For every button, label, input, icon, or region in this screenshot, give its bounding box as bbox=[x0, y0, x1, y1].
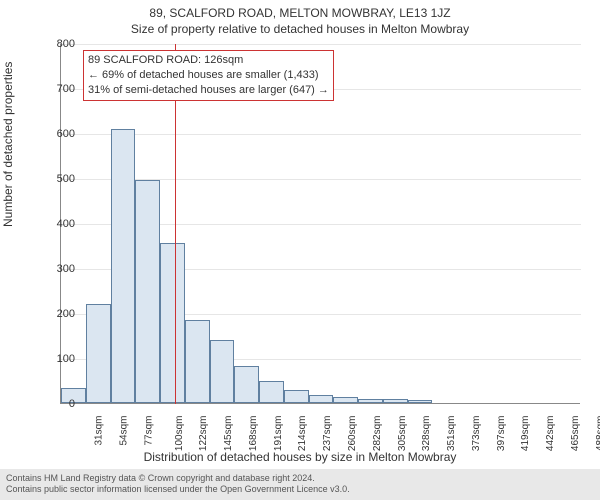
title-sub: Size of property relative to detached ho… bbox=[0, 20, 600, 36]
ytick-label: 0 bbox=[35, 398, 75, 410]
bar bbox=[383, 399, 408, 404]
bar bbox=[135, 180, 160, 403]
ytick-label: 800 bbox=[35, 38, 75, 50]
bar bbox=[185, 320, 210, 403]
gridline bbox=[61, 44, 581, 45]
xtick-label: 397sqm bbox=[496, 416, 507, 452]
xtick-label: 145sqm bbox=[223, 416, 234, 452]
annotation-line: 31% of semi-detached houses are larger (… bbox=[88, 83, 329, 98]
ytick-label: 600 bbox=[35, 128, 75, 140]
xtick-label: 237sqm bbox=[322, 416, 333, 452]
bar bbox=[284, 390, 309, 404]
ytick-label: 100 bbox=[35, 353, 75, 365]
xtick-label: 351sqm bbox=[446, 416, 457, 452]
bar bbox=[408, 400, 433, 403]
footer-attribution: Contains HM Land Registry data © Crown c… bbox=[0, 469, 600, 500]
bar bbox=[111, 129, 136, 404]
xtick-label: 54sqm bbox=[119, 416, 130, 446]
xtick-label: 488sqm bbox=[595, 416, 600, 452]
annotation-box: 89 SCALFORD ROAD: 126sqm← 69% of detache… bbox=[83, 50, 334, 101]
ytick-label: 700 bbox=[35, 83, 75, 95]
footer-line-1: Contains HM Land Registry data © Crown c… bbox=[6, 473, 594, 485]
bar bbox=[210, 340, 235, 403]
xtick-label: 282sqm bbox=[372, 416, 383, 452]
xtick-label: 77sqm bbox=[143, 416, 154, 446]
chart-container: 89, SCALFORD ROAD, MELTON MOWBRAY, LE13 … bbox=[0, 0, 600, 500]
xtick-label: 214sqm bbox=[298, 416, 309, 452]
bar bbox=[160, 243, 185, 403]
title-main: 89, SCALFORD ROAD, MELTON MOWBRAY, LE13 … bbox=[0, 0, 600, 20]
xtick-label: 328sqm bbox=[421, 416, 432, 452]
xtick-label: 31sqm bbox=[94, 416, 105, 446]
annotation-line: 89 SCALFORD ROAD: 126sqm bbox=[88, 53, 329, 68]
annotation-line: ← 69% of detached houses are smaller (1,… bbox=[88, 68, 329, 83]
xtick-label: 305sqm bbox=[397, 416, 408, 452]
x-axis-label: Distribution of detached houses by size … bbox=[0, 450, 600, 464]
ytick-label: 500 bbox=[35, 173, 75, 185]
xtick-label: 122sqm bbox=[199, 416, 210, 452]
xtick-label: 260sqm bbox=[347, 416, 358, 452]
bar bbox=[309, 395, 334, 403]
ytick-label: 200 bbox=[35, 308, 75, 320]
xtick-label: 168sqm bbox=[248, 416, 259, 452]
xtick-label: 100sqm bbox=[174, 416, 185, 452]
ytick-label: 300 bbox=[35, 263, 75, 275]
xtick-label: 465sqm bbox=[570, 416, 581, 452]
chart-area: 89 SCALFORD ROAD: 126sqm← 69% of detache… bbox=[60, 44, 580, 404]
xtick-label: 373sqm bbox=[471, 416, 482, 452]
y-axis-label: Number of detached properties bbox=[1, 62, 15, 227]
xtick-label: 191sqm bbox=[273, 416, 284, 452]
bar bbox=[333, 397, 358, 403]
xtick-label: 419sqm bbox=[520, 416, 531, 452]
ytick-label: 400 bbox=[35, 218, 75, 230]
gridline bbox=[61, 134, 581, 135]
bar bbox=[234, 366, 259, 403]
bar bbox=[259, 381, 284, 403]
bar bbox=[358, 399, 383, 404]
bar bbox=[86, 304, 111, 403]
xtick-label: 442sqm bbox=[545, 416, 556, 452]
footer-line-2: Contains public sector information licen… bbox=[6, 484, 594, 496]
plot-region: 89 SCALFORD ROAD: 126sqm← 69% of detache… bbox=[60, 44, 580, 404]
